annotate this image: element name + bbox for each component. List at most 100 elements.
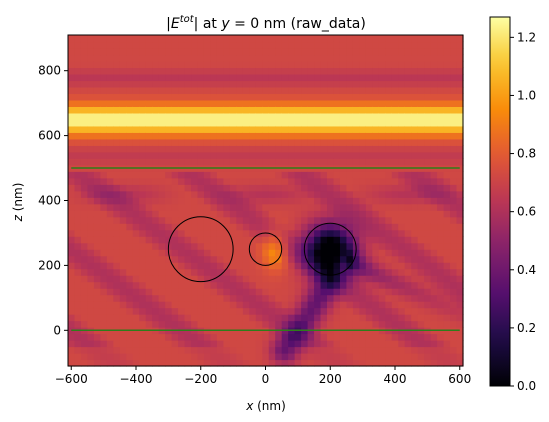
heatmap-cell [216, 67, 225, 75]
heatmap-cell [385, 158, 393, 166]
heatmap-cell [385, 184, 393, 192]
heatmap-cell [320, 262, 328, 270]
heatmap-cell [411, 288, 419, 296]
heatmap-cell [333, 294, 341, 302]
heatmap-cell [359, 125, 367, 133]
heatmap-cell [378, 307, 386, 315]
heatmap-cell [365, 288, 373, 296]
heatmap-cell [398, 86, 406, 95]
heatmap-cell [184, 184, 192, 192]
heatmap-cell [398, 340, 406, 348]
heatmap-cell [307, 99, 315, 107]
heatmap-cell [74, 151, 82, 159]
heatmap-cell [223, 359, 231, 367]
heatmap-cell [106, 54, 114, 62]
heatmap-cell [119, 210, 127, 218]
heatmap-cell [249, 223, 257, 231]
heatmap-cell [80, 242, 89, 250]
heatmap-cell [132, 242, 140, 250]
heatmap-cell [365, 314, 373, 322]
heatmap-cell [437, 268, 445, 276]
heatmap-cell [437, 47, 445, 56]
heatmap-cell [391, 294, 399, 302]
heatmap-cell [391, 119, 399, 127]
heatmap-cell [223, 73, 231, 82]
heatmap-cell [424, 353, 432, 361]
heatmap-cell [178, 353, 186, 361]
heatmap-cell [378, 35, 386, 43]
heatmap-cell [242, 80, 250, 88]
heatmap-cell [158, 281, 166, 289]
y-tick-label: 800 [38, 64, 61, 78]
heatmap-cell [314, 229, 322, 237]
heatmap-cell [262, 223, 270, 231]
heatmap-cell [191, 86, 199, 95]
heatmap-cell [165, 307, 173, 315]
heatmap-cell [106, 132, 114, 140]
heatmap-cell [333, 151, 341, 159]
heatmap-cell [372, 229, 380, 237]
heatmap-cell [80, 41, 89, 49]
heatmap-cell [346, 184, 354, 192]
heatmap-cell [339, 203, 348, 211]
heatmap-cell [450, 197, 458, 205]
heatmap-cell [346, 223, 354, 231]
heatmap-cell [391, 288, 399, 296]
heatmap-cell [210, 307, 218, 315]
heatmap-cell [145, 223, 153, 231]
heatmap-cell [93, 93, 101, 101]
heatmap-cell [378, 171, 386, 179]
heatmap-cell [145, 210, 153, 218]
heatmap-cell [113, 151, 121, 159]
heatmap-cell [430, 67, 438, 75]
heatmap-cell [139, 151, 147, 159]
heatmap-cell [223, 281, 231, 289]
heatmap-cell [268, 151, 276, 159]
heatmap-cell [184, 171, 192, 179]
heatmap-cell [132, 249, 140, 257]
heatmap-cell [74, 47, 82, 56]
heatmap-cell [352, 41, 360, 49]
heatmap-cell [262, 132, 270, 140]
heatmap-cell [404, 106, 412, 114]
heatmap-cell [352, 171, 360, 179]
heatmap-cell [430, 151, 438, 159]
heatmap-cell [430, 314, 438, 322]
heatmap-cell [100, 73, 108, 82]
heatmap-cell [398, 138, 406, 146]
heatmap-cell [443, 216, 451, 224]
heatmap-cell [229, 301, 237, 309]
heatmap-cell [106, 236, 114, 244]
heatmap-cell [411, 236, 419, 244]
heatmap-cell [346, 197, 354, 205]
heatmap-cell [391, 54, 399, 62]
heatmap-cell [229, 320, 237, 328]
heatmap-cell [275, 54, 283, 62]
heatmap-cell [365, 86, 373, 95]
heatmap-cell [301, 151, 309, 159]
heatmap-cell [203, 346, 212, 354]
heatmap-cell [268, 190, 276, 198]
heatmap-cell [113, 340, 121, 348]
heatmap-cell [87, 93, 95, 101]
heatmap-cell [275, 353, 283, 361]
heatmap-cell [404, 268, 412, 276]
heatmap-cell [320, 301, 328, 309]
heatmap-cell [119, 99, 127, 107]
heatmap-cell [93, 210, 101, 218]
heatmap-cell [216, 255, 225, 263]
heatmap-cell [171, 145, 179, 153]
heatmap-cell [145, 47, 153, 56]
heatmap-cell [301, 216, 309, 224]
heatmap-cell [171, 203, 179, 211]
heatmap-cell [126, 125, 134, 133]
heatmap-cell [346, 60, 354, 69]
heatmap-cell [307, 268, 315, 276]
heatmap-cell [216, 184, 225, 192]
heatmap-cell [255, 353, 263, 361]
heatmap-cell [352, 197, 360, 205]
heatmap-cell [352, 314, 360, 322]
heatmap-cell [106, 314, 114, 322]
heatmap-cell [417, 184, 425, 192]
heatmap-cell [197, 73, 205, 82]
